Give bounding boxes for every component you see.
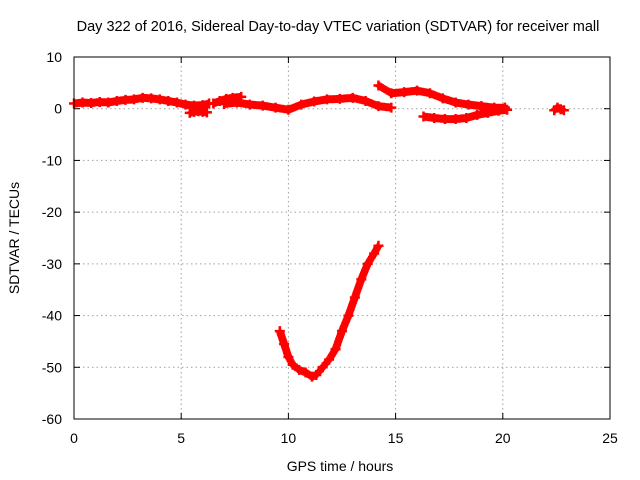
data-point [317, 362, 328, 373]
y-tick-label: -30 [42, 256, 62, 272]
data-point [493, 105, 504, 116]
data-point [334, 93, 345, 104]
data-point [360, 95, 371, 106]
data-point [472, 109, 483, 120]
series-band_0_6 [69, 92, 215, 111]
data-point [180, 99, 191, 110]
data-point [231, 97, 242, 108]
chart-title: Day 322 of 2016, Sidereal Day-to-day VTE… [77, 19, 600, 35]
data-point [274, 326, 285, 337]
data-point [283, 104, 294, 115]
data-point [373, 101, 384, 112]
data-point [362, 258, 373, 269]
data-point [412, 85, 423, 96]
data-point [461, 113, 472, 124]
x-tick-label: 5 [177, 430, 185, 446]
data-point [502, 104, 513, 115]
data-point [146, 93, 157, 104]
y-tick-label: -60 [42, 411, 62, 427]
grid [74, 57, 610, 419]
data-point [294, 364, 305, 375]
data-point [418, 111, 429, 122]
data-point [283, 351, 294, 362]
data-point [287, 359, 298, 370]
data-point [399, 87, 410, 98]
data-point [337, 326, 347, 337]
data-point [347, 92, 358, 103]
data-point [369, 248, 380, 259]
data-point [429, 113, 440, 124]
y-tick-label: 0 [54, 101, 62, 117]
data-point [450, 114, 461, 125]
data-point [439, 114, 450, 125]
data-point [386, 88, 397, 99]
data-point [111, 95, 122, 106]
data-point [309, 96, 320, 107]
series-band_5_6 [184, 106, 212, 118]
data-point [311, 370, 322, 381]
x-axis-label: GPS time / hours [287, 458, 394, 474]
y-axis-label: SDTVAR / TECUs [6, 182, 22, 294]
y-tick-label: -20 [42, 204, 62, 220]
data-point [154, 94, 165, 105]
data-point [300, 367, 311, 378]
data-point [356, 274, 367, 285]
data-point [476, 101, 487, 112]
data-point [103, 97, 114, 108]
data-point [94, 96, 105, 107]
data-point [349, 292, 360, 303]
y-tick-label: -50 [42, 359, 62, 375]
y-tick-label: -10 [42, 152, 62, 168]
plot-frame [73, 56, 611, 420]
x-tick-label: 0 [70, 430, 78, 446]
data-point [208, 98, 219, 109]
data-point [321, 94, 332, 105]
data-point [257, 100, 268, 111]
data-point [463, 99, 474, 110]
series-dip_10_14 [274, 240, 384, 382]
data-point [343, 310, 354, 321]
x-tick-label: 20 [495, 430, 511, 446]
data-point [120, 94, 131, 105]
data-point [386, 102, 397, 113]
data-series [69, 80, 569, 382]
data-point [77, 97, 88, 108]
data-point [437, 93, 448, 104]
data-point [330, 344, 341, 355]
data-point [296, 99, 307, 110]
x-tick-label: 15 [388, 430, 404, 446]
data-point [279, 339, 290, 350]
series-band_22_23 [549, 102, 569, 116]
y-tick-label: 10 [46, 49, 62, 65]
data-point [163, 95, 174, 106]
data-point [129, 94, 140, 105]
data-point [373, 80, 384, 91]
data-point [450, 97, 461, 108]
x-tick-label: 10 [281, 430, 297, 446]
data-point [201, 107, 212, 118]
x-tick-label: 25 [602, 430, 618, 446]
data-point [244, 99, 255, 110]
axes: 0 5 10 15 20 25 10 0 -10 -20 -30 -40 -50 -60 [42, 49, 618, 446]
data-point [270, 102, 281, 113]
data-point [424, 88, 435, 99]
series-band_7_15 [219, 92, 397, 115]
series-band_low_15_20 [418, 104, 513, 125]
data-point [373, 240, 384, 251]
data-point [171, 97, 182, 108]
data-point [324, 354, 335, 365]
data-point [558, 105, 569, 116]
y-tick-label: -40 [42, 308, 62, 324]
data-point [219, 99, 230, 110]
data-point [86, 98, 97, 109]
data-point [482, 107, 493, 118]
data-point [137, 92, 148, 103]
